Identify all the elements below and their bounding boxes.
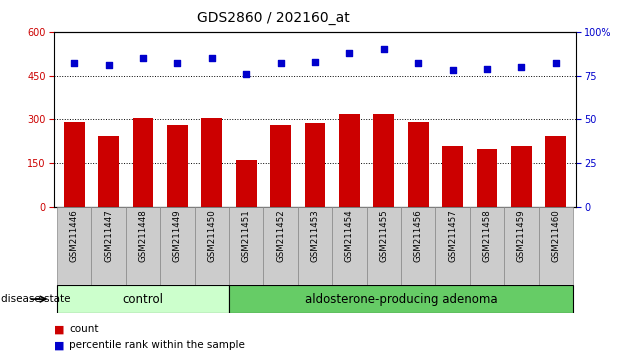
Bar [229, 207, 263, 285]
Bar [263, 207, 298, 285]
Bar [167, 125, 188, 207]
Point [379, 47, 389, 52]
Point [138, 55, 148, 61]
Bar [442, 146, 463, 207]
Text: ■: ■ [54, 324, 64, 334]
Text: GSM211456: GSM211456 [414, 210, 423, 262]
Point [241, 71, 251, 77]
Text: count: count [69, 324, 99, 334]
Bar [408, 122, 428, 207]
Text: GSM211457: GSM211457 [448, 210, 457, 262]
Text: GSM211454: GSM211454 [345, 210, 354, 262]
Point [517, 64, 527, 70]
Point [275, 61, 285, 66]
Text: aldosterone-producing adenoma: aldosterone-producing adenoma [305, 293, 497, 306]
Text: GSM211452: GSM211452 [276, 210, 285, 262]
Text: percentile rank within the sample: percentile rank within the sample [69, 340, 245, 350]
Point [310, 59, 320, 64]
Bar [236, 160, 256, 207]
Bar [546, 136, 566, 207]
Bar [401, 207, 435, 285]
Point [69, 61, 79, 66]
Text: GSM211453: GSM211453 [311, 210, 319, 262]
Bar [133, 118, 153, 207]
Point [482, 66, 492, 72]
Text: GSM211460: GSM211460 [551, 210, 560, 262]
Text: GDS2860 / 202160_at: GDS2860 / 202160_at [197, 11, 350, 25]
Point [173, 61, 183, 66]
Bar [477, 149, 497, 207]
Bar [195, 207, 229, 285]
Bar [511, 146, 532, 207]
Text: GSM211458: GSM211458 [483, 210, 491, 262]
Bar [539, 207, 573, 285]
Bar [91, 207, 126, 285]
Text: GSM211449: GSM211449 [173, 210, 182, 262]
Bar [57, 207, 91, 285]
Text: GSM211451: GSM211451 [242, 210, 251, 262]
Bar [229, 285, 573, 313]
Bar [504, 207, 539, 285]
Bar [64, 122, 84, 207]
Point [551, 61, 561, 66]
Bar [57, 285, 229, 313]
Bar [98, 136, 119, 207]
Point [103, 62, 113, 68]
Bar [332, 207, 367, 285]
Bar [270, 125, 291, 207]
Bar [160, 207, 195, 285]
Text: disease state: disease state [1, 294, 70, 304]
Text: control: control [122, 293, 164, 306]
Bar [470, 207, 504, 285]
Text: GSM211446: GSM211446 [70, 210, 79, 262]
Text: GSM211455: GSM211455 [379, 210, 388, 262]
Bar [126, 207, 160, 285]
Point [413, 61, 423, 66]
Bar [202, 118, 222, 207]
Point [345, 50, 355, 56]
Text: GSM211447: GSM211447 [104, 210, 113, 262]
Text: GSM211448: GSM211448 [139, 210, 147, 262]
Bar [367, 207, 401, 285]
Point [207, 55, 217, 61]
Text: ■: ■ [54, 340, 64, 350]
Bar [298, 207, 332, 285]
Point [447, 68, 457, 73]
Bar [374, 114, 394, 207]
Text: GSM211450: GSM211450 [207, 210, 216, 262]
Bar [305, 123, 325, 207]
Text: GSM211459: GSM211459 [517, 210, 526, 262]
Bar [435, 207, 470, 285]
Bar [339, 114, 360, 207]
